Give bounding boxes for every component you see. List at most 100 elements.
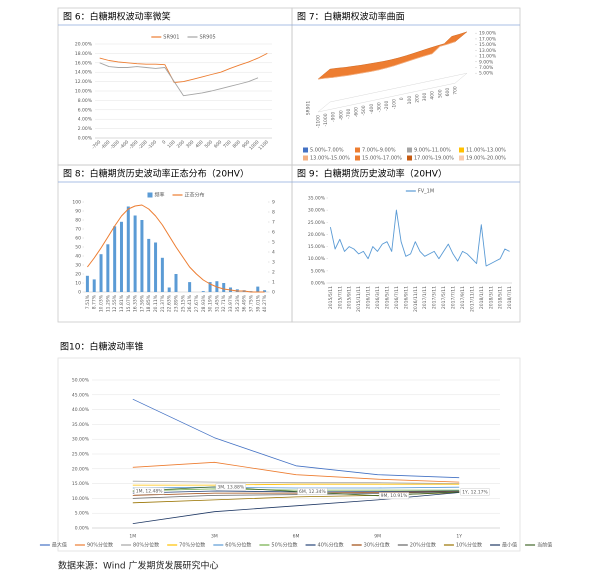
y-tick-label: 45.00% [72,392,90,398]
x-tick-label: 27.67% [194,294,200,312]
bar [167,287,171,292]
legend-label: 15.00%-17.00% [362,156,402,162]
x-tick-label: 16.33% [133,294,139,312]
y-tick-label: 14.00% [75,70,93,76]
y-tick-label: 30 [75,263,81,269]
bar [126,206,130,292]
bar [133,215,137,292]
panel-title: 图 9：白糖期货历史波动率（20HV） [297,168,447,180]
series-line [132,486,460,489]
x-tick-label: 17.59% [139,294,145,312]
series-label: SR901 [306,101,312,116]
x-tick-label: 700 [222,139,232,149]
bar [208,282,212,292]
x-tick-label: 2015/11/11 [356,286,362,312]
x-tick-label: 900 [241,139,251,149]
legend-swatch [303,147,308,153]
x-tick-label: 2016/1/11 [366,286,372,309]
x-tick-label: 800 [232,139,242,149]
data-label-box [297,488,328,495]
legend-label: 90%分位数 [87,542,113,549]
x-tick-label: 30.19% [208,294,214,312]
series-line [99,52,268,83]
y-tick-label: 10.00% [308,256,326,262]
legend-label: SR901 [163,35,179,41]
y-tick-label: 25.00% [308,220,326,226]
z-tick-label: 17.00% [479,36,497,42]
data-label: 1Y, 12.17% [462,489,488,495]
bar [201,291,205,292]
legend-label: SR905 [200,35,216,41]
y-tick-label: 100 [72,200,81,206]
legend-swatch [407,155,412,161]
legend-label: 30%分位数 [364,542,390,549]
x-tick-label: 13.81% [119,294,125,312]
x-tick-label: 21.37% [160,294,166,312]
x-tick-label: -1100 [316,115,322,128]
y-tick-label: 0.00% [75,526,90,532]
bar [140,220,144,292]
data-label-box [378,492,410,500]
x-tick-label: 3M [211,534,218,540]
bar [188,282,192,292]
y-tick-label: 50 [75,245,81,251]
y-tick-label: 8.00% [78,98,93,104]
y-tick-label: 40.00% [72,407,90,413]
data-label-box [460,488,490,496]
y-tick-label: 90 [75,209,81,215]
x-tick-label: -200 [384,100,390,110]
series-line [99,62,259,97]
legend-label: 5.00%-7.00% [310,148,344,154]
y-tick-label: 10.00% [72,496,90,502]
legend-label: 19.00%-20.00% [466,156,506,162]
x-tick-label: 26.41% [187,294,193,312]
y-tick-label: 10.00% [75,89,93,95]
x-tick-label: 2016/11/11 [413,286,419,312]
legend-label: 11.00%-13.00% [466,148,506,154]
legend-label: 10%分位数 [456,542,482,549]
z-tick-label: 11.00% [479,54,497,60]
x-tick-label: 2018/5/11 [498,286,504,309]
legend-label: 13.00%-15.00% [310,156,350,162]
y-tick-label: 5.00% [311,268,326,274]
x-tick-label: 10.03% [99,294,105,312]
y-tick-label: 40 [75,254,81,260]
legend-label: 7.00%-9.00% [362,148,396,154]
legend-label: 80%分位数 [133,542,159,549]
legend-swatch [355,155,360,161]
bar [263,290,267,292]
data-label: 6M, 12.34% [299,489,326,495]
x-tick-label: 300 [185,139,195,149]
panel-frame [291,164,521,323]
x-tick-label: 32.71% [221,294,227,312]
y2-tick-label: 5 [272,240,275,246]
x-tick-label: 0 [399,97,405,100]
x-tick-label: 700 [453,86,459,95]
x-tick-label: 2016/9/11 [403,286,409,309]
series-line [132,480,460,484]
y-tick-label: 5.00% [75,511,90,517]
y-tick-label: 30.00% [72,437,90,443]
series-line [329,209,510,267]
legend-swatch [407,147,412,153]
x-tick-label: 2015/5/11 [328,286,334,309]
figure-title: 图10：白糖波动率锥 [60,341,143,353]
bar [119,221,123,292]
data-label-box [134,487,165,495]
series-line [132,491,460,496]
y-tick-label: 35.00% [308,196,326,202]
y-tick-label: 15.00% [72,481,90,487]
x-tick-label: 36.49% [242,294,248,312]
x-tick-label: 1100 [257,139,269,151]
x-tick-label: -400 [369,104,375,114]
chart-frame [57,357,521,552]
y-tick-label: 50.00% [72,378,90,384]
y2-tick-label: 3 [272,260,275,266]
y-tick-label: 20.00% [75,42,93,48]
x-tick-label: 25.15% [180,294,186,312]
x-tick-label: 23.89% [174,294,180,312]
series-line [132,483,460,486]
x-tick-label: 1Y [456,534,462,540]
y-tick-label: 30.00% [308,208,326,214]
x-tick-label: 500 [437,89,443,98]
